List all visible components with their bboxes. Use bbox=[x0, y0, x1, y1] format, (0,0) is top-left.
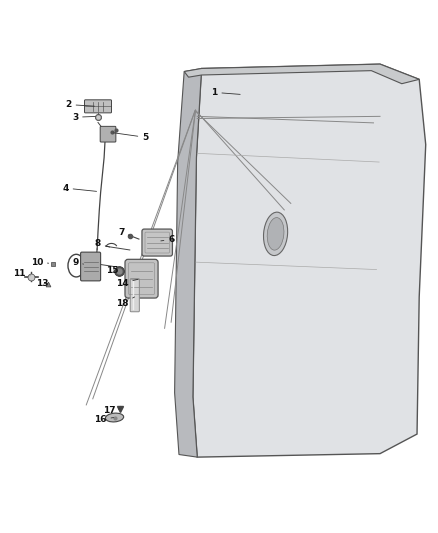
Ellipse shape bbox=[106, 413, 124, 422]
Text: 8: 8 bbox=[95, 239, 110, 248]
Polygon shape bbox=[193, 64, 426, 457]
Ellipse shape bbox=[267, 217, 284, 250]
Text: 10: 10 bbox=[31, 257, 49, 266]
Text: 15: 15 bbox=[106, 266, 119, 276]
Text: 9: 9 bbox=[72, 257, 84, 266]
Text: 1: 1 bbox=[212, 88, 240, 97]
Polygon shape bbox=[175, 68, 201, 457]
Text: 3: 3 bbox=[72, 112, 95, 122]
Ellipse shape bbox=[264, 212, 288, 255]
FancyBboxPatch shape bbox=[130, 279, 139, 312]
Text: 16: 16 bbox=[94, 415, 114, 424]
Text: 6: 6 bbox=[161, 235, 174, 244]
FancyBboxPatch shape bbox=[125, 260, 158, 298]
Text: 2: 2 bbox=[66, 100, 94, 109]
Text: 4: 4 bbox=[63, 184, 96, 192]
FancyBboxPatch shape bbox=[81, 252, 101, 281]
Text: 17: 17 bbox=[103, 407, 120, 416]
FancyBboxPatch shape bbox=[85, 100, 112, 113]
Text: 13: 13 bbox=[36, 279, 49, 287]
Text: 7: 7 bbox=[118, 228, 129, 237]
Polygon shape bbox=[184, 64, 419, 84]
Text: 14: 14 bbox=[116, 279, 138, 287]
Text: 5: 5 bbox=[114, 133, 148, 142]
Text: 18: 18 bbox=[116, 297, 134, 308]
FancyBboxPatch shape bbox=[100, 126, 116, 142]
Text: 11: 11 bbox=[14, 269, 30, 278]
FancyBboxPatch shape bbox=[142, 229, 173, 256]
